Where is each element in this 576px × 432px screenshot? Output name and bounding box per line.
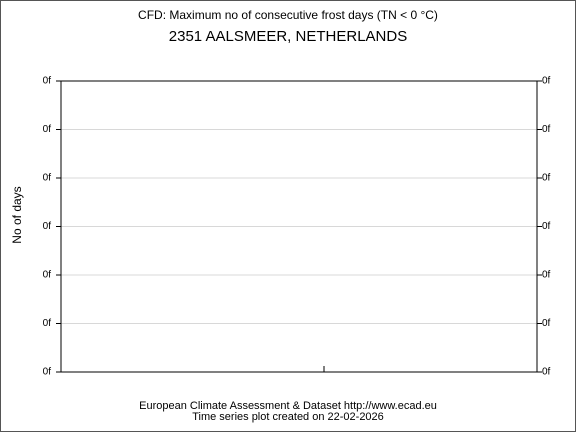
y-tick-label: 0f [542, 367, 551, 378]
y-tick-label: 0f [542, 318, 551, 329]
y-tick-label: 0f [542, 76, 551, 87]
y-tick-label: 0f [43, 124, 52, 135]
y-tick-label: 0f [542, 173, 551, 184]
y-tick-label: 0f [542, 221, 551, 232]
y-tick-label: 0f [43, 270, 52, 281]
footer-line: European Climate Assessment & Dataset ht… [139, 400, 437, 412]
plot-border [60, 80, 538, 373]
y-tick-label: 0f [542, 270, 551, 281]
chart-title: CFD: Maximum no of consecutive frost day… [138, 8, 438, 22]
footer-line: Time series plot created on 22-02-2026 [192, 411, 384, 423]
y-tick-label: 0f [43, 318, 52, 329]
y-tick-label: 0f [43, 221, 52, 232]
plot-area: 0f 0f 0f 0f 0f 0f 0f 0f 0f 0f 0f 0f 0f 0f [43, 76, 551, 378]
y-tick-label: 0f [43, 367, 52, 378]
chart-subtitle: 2351 AALSMEER, NETHERLANDS [169, 28, 407, 45]
y-tick-label: 0f [542, 124, 551, 135]
y-tick-label: 0f [43, 76, 52, 87]
y-tick-label: 0f [43, 173, 52, 184]
y-axis-label: No of days [10, 186, 24, 243]
